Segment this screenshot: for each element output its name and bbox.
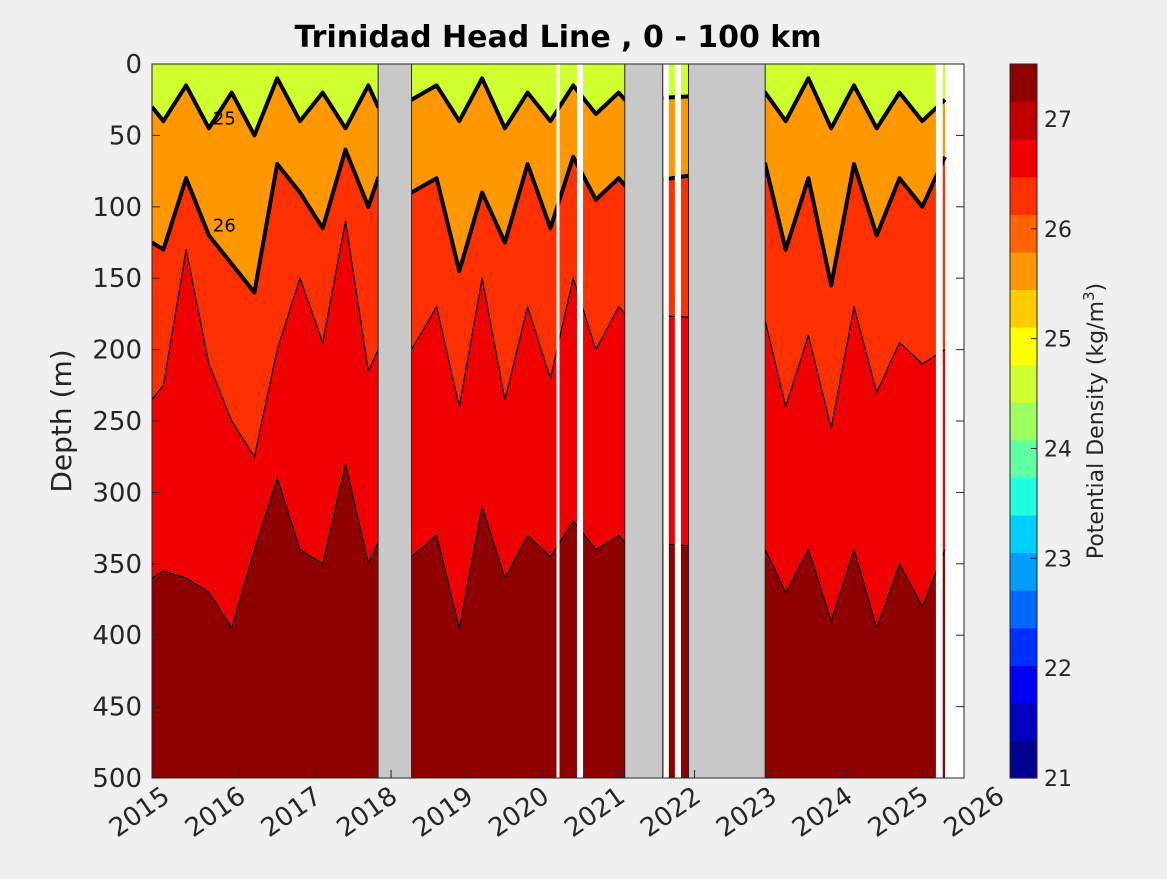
- x-tick-label-2016: 2016: [180, 781, 251, 844]
- isopycnal-27: [152, 463, 946, 629]
- x-tick-label-2020: 2020: [483, 781, 554, 844]
- y-tick-label-500: 500: [92, 764, 142, 794]
- colorbar-tick-label-25: 25: [1044, 328, 1072, 353]
- colorbar-swatches: [1010, 64, 1037, 779]
- no-data-gap-2: [624, 64, 664, 778]
- colorbar-tick-label-24: 24: [1044, 437, 1072, 462]
- isopycnal-label-26: 26: [213, 215, 236, 236]
- colorbar-swatch-3: [1010, 665, 1037, 704]
- x-axis: 2015 2016 2017 2018 2019 2020 2021 2022 2023 2024…: [104, 770, 1010, 844]
- chart-title: Trinidad Head Line , 0 - 100 km: [294, 20, 821, 55]
- colorbar-swatch-13: [1010, 289, 1037, 328]
- colorbar-swatch-15: [1010, 214, 1037, 253]
- colorbar-label-superscript: 3: [1080, 291, 1098, 301]
- data-gap-layer: [377, 64, 964, 778]
- colorbar-swatch-9: [1010, 439, 1037, 478]
- colorbar-swatch-8: [1010, 477, 1037, 516]
- colorbar-label: Potential Density (kg/m3): [1080, 283, 1109, 559]
- colorbar-swatch-16: [1010, 176, 1037, 215]
- isopycnal-26: [152, 147, 947, 295]
- isopycnal-contours: 25 26: [152, 76, 947, 629]
- blank-gap-1: [556, 64, 560, 778]
- x-tick-label-2021: 2021: [559, 781, 630, 844]
- y-tick-label-350: 350: [92, 550, 142, 580]
- colorbar-tick-label-23: 23: [1044, 547, 1072, 572]
- y-tick-label-50: 50: [109, 121, 142, 151]
- colorbar: 21 22 23 24 25 26 27 Potential Density (kg/m3): [1009, 63, 1109, 792]
- isopycnal-26-5: [152, 220, 946, 458]
- x-tick-label-2026: 2026: [939, 781, 1010, 844]
- y-tick-label-100: 100: [92, 193, 142, 223]
- density-fill-layer: [152, 64, 945, 778]
- no-data-gap-3: [688, 64, 766, 778]
- colorbar-swatch-4: [1010, 627, 1037, 666]
- y-tick-label-250: 250: [92, 407, 142, 437]
- colorbar-ticks: 21 22 23 24 25 26 27: [1031, 108, 1072, 792]
- blank-gap-2: [576, 64, 584, 778]
- x-tick-label-2025: 2025: [863, 781, 934, 844]
- y-tick-label-150: 150: [92, 264, 142, 294]
- colorbar-swatch-19: [1010, 64, 1037, 103]
- colorbar-label-close: ): [1084, 283, 1109, 292]
- isopycnal-label-25: 25: [213, 108, 236, 129]
- y-axis: 0 50 100 150 200 250 300 350 400 450 500: [92, 50, 964, 794]
- colorbar-swatch-12: [1010, 327, 1037, 366]
- x-tick-label-2017: 2017: [256, 781, 327, 844]
- x-tick-label-2019: 2019: [408, 781, 479, 844]
- colorbar-frame: [1009, 63, 1038, 779]
- colorbar-swatch-11: [1010, 364, 1037, 403]
- x-tick-label-2024: 2024: [787, 781, 858, 844]
- colorbar-swatch-14: [1010, 251, 1037, 291]
- blank-gap-5: [935, 64, 943, 778]
- x-tick-label-2018: 2018: [332, 781, 403, 844]
- colorbar-tick-label-26: 26: [1044, 218, 1072, 243]
- colorbar-swatch-6: [1010, 552, 1037, 591]
- colorbar-swatch-1: [1010, 740, 1037, 779]
- colorbar-swatch-10: [1010, 402, 1037, 441]
- colorbar-tick-label-22: 22: [1044, 657, 1072, 682]
- x-tick-label-2022: 2022: [635, 781, 706, 844]
- y-tick-label-300: 300: [92, 478, 142, 508]
- y-tick-label-400: 400: [92, 621, 142, 651]
- colorbar-swatch-17: [1010, 139, 1037, 178]
- blank-gap-3: [663, 64, 669, 778]
- y-axis-label: Depth (m): [45, 349, 78, 492]
- y-tick-label-0: 0: [125, 50, 142, 80]
- colorbar-swatch-7: [1010, 514, 1037, 554]
- colorbar-swatch-5: [1010, 590, 1037, 629]
- no-data-gap-1: [377, 64, 413, 778]
- colorbar-tick-label-21: 21: [1044, 767, 1072, 792]
- y-tick-label-450: 450: [92, 693, 142, 723]
- y-tick-label-200: 200: [92, 336, 142, 366]
- colorbar-swatch-2: [1010, 702, 1037, 742]
- isopycnal-25: [152, 76, 947, 138]
- colorbar-tick-label-27: 27: [1044, 108, 1072, 133]
- colorbar-label-text: Potential Density (kg/m: [1084, 301, 1109, 559]
- x-tick-label-2023: 2023: [711, 781, 782, 844]
- blank-gap-4: [674, 64, 681, 778]
- colorbar-swatch-18: [1010, 101, 1037, 140]
